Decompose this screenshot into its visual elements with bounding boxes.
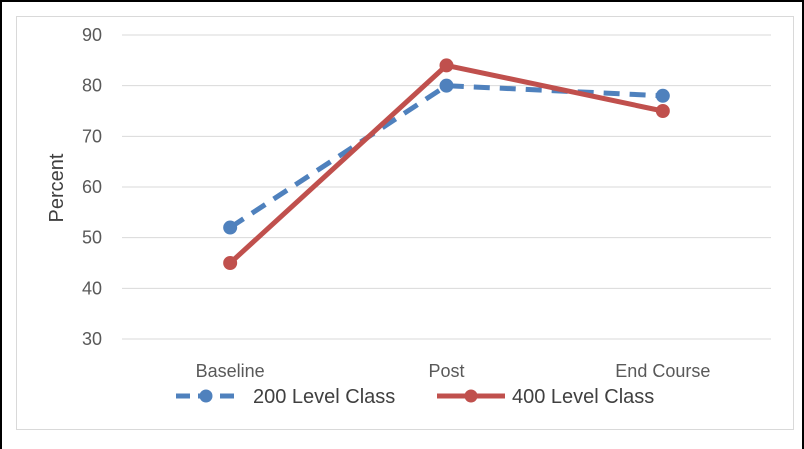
y-tick-label: 40 <box>82 278 102 298</box>
data-point <box>439 58 454 73</box>
series-line <box>227 62 666 266</box>
series-1 <box>223 78 670 235</box>
legend-label: 400 Level Class <box>512 386 654 408</box>
y-tick-label: 80 <box>82 76 102 96</box>
y-tick-label: 90 <box>82 25 102 45</box>
data-point <box>223 220 238 235</box>
y-tick-label: 60 <box>82 177 102 197</box>
legend-label: 200 Level Class <box>253 386 395 408</box>
y-tick-label: 70 <box>82 126 102 146</box>
data-point <box>655 88 670 103</box>
y-tick-label: 50 <box>82 228 102 248</box>
series-layer <box>223 58 670 270</box>
y-axis-title: Percent <box>46 153 68 222</box>
series-2 <box>223 58 670 270</box>
x-tick-label: Baseline <box>196 361 265 381</box>
legend-marker <box>464 389 478 403</box>
data-point <box>223 256 238 270</box>
y-axis-ticks: 30 40 50 60 70 80 90 <box>82 25 102 349</box>
outer-border-top <box>0 0 804 2</box>
x-tick-label: Post <box>428 361 464 381</box>
gridlines <box>122 34 771 340</box>
outer-border-right <box>802 0 804 449</box>
legend: 200 Level Class 400 Level Class <box>176 386 654 408</box>
series-line <box>228 83 663 230</box>
data-point <box>655 104 670 118</box>
data-point <box>439 78 454 93</box>
legend-item: 200 Level Class <box>176 386 395 408</box>
y-tick-label: 30 <box>82 329 102 349</box>
outer-border-left <box>0 0 2 449</box>
legend-marker <box>199 389 213 403</box>
x-axis-ticks: Baseline Post End Course <box>196 361 711 381</box>
legend-item: 400 Level Class <box>437 386 654 408</box>
x-tick-label: End Course <box>615 361 710 381</box>
chart-area <box>16 16 794 430</box>
